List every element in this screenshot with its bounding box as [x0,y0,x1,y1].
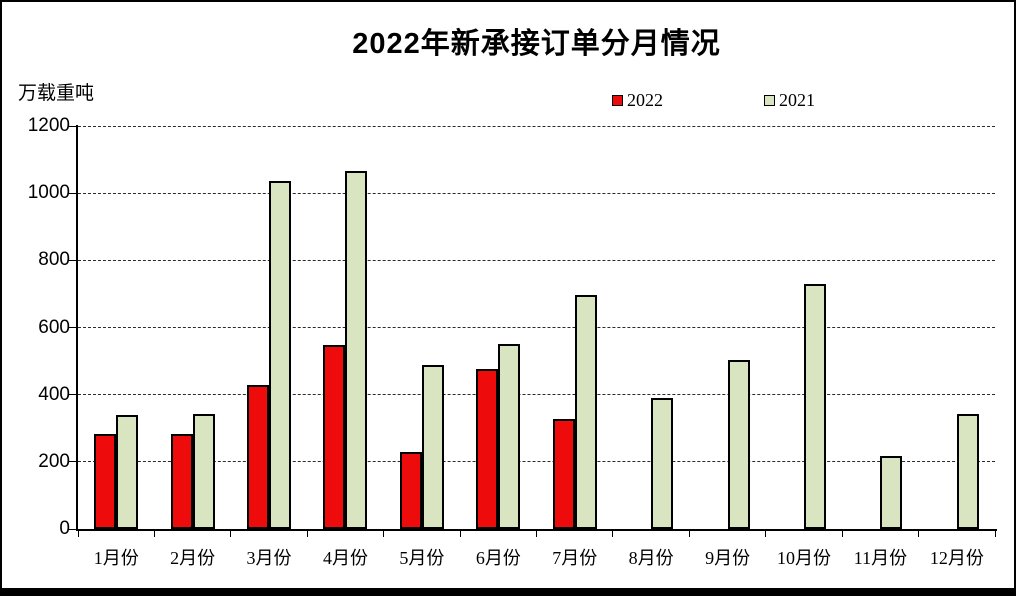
y-tick-label-1200: 1200 [27,115,70,136]
bar-2022-3月份 [247,385,270,529]
x-tick-mark [612,531,614,537]
y-tick-label-400: 400 [38,383,70,405]
x-tick-mark [153,531,155,537]
y-axis-unit-label: 万载重吨 [18,83,95,104]
x-category-label-1: 1月份 [93,548,139,568]
y-tick-mark [68,259,77,261]
x-category-label-8: 8月份 [628,548,674,568]
y-tick-label-0: 0 [59,518,70,539]
gridline-800 [78,259,995,261]
bar-2022-5月份 [399,452,422,529]
bar-2021-11月份 [880,456,903,529]
y-tick-mark [68,461,77,463]
x-category-label-2: 2月份 [170,548,216,568]
x-category-label-12: 12月份 [929,548,984,568]
bar-2022-7月份 [552,419,575,529]
gridline-200 [78,461,995,463]
legend-swatch-2022-icon [612,95,623,106]
bar-2022-4月份 [323,345,346,529]
legend-swatch-2021-icon [764,95,775,106]
x-category-label-5: 5月份 [399,548,445,568]
x-tick-mark [306,531,308,537]
legend-item-2022: 2022 [612,90,663,111]
y-axis-line [76,125,78,531]
x-tick-mark [841,531,843,537]
x-category-label-9: 9月份 [705,548,751,568]
x-tick-mark [383,531,385,537]
x-tick-mark [77,531,79,537]
x-category-label-4: 4月份 [322,548,368,568]
legend-label-2022: 2022 [627,90,663,110]
x-category-label-6: 6月份 [475,548,521,568]
bar-2021-12月份 [956,414,979,529]
x-axis-category-labels: 1月份 2月份 3月份 4月份 5月份 6月份 7月份 8月份 9月份 10月份 11月份 12月份 [78,547,995,571]
x-tick-mark [459,531,461,537]
y-tick-label-600: 600 [38,316,70,338]
bar-2022-6月份 [476,369,499,529]
y-tick-label-1000: 1000 [27,182,70,204]
bar-2022-1月份 [94,433,117,529]
gridline-1200 [78,125,995,127]
bar-2021-8月份 [651,398,674,529]
legend-label-2021: 2021 [779,90,815,110]
y-tick-mark [68,192,77,194]
y-tick-mark [68,528,77,530]
y-tick-mark [68,327,77,328]
bar-2021-1月份 [116,415,139,529]
bar-2021-3月份 [269,181,292,529]
gridline-400 [78,394,995,396]
y-tick-label-200: 200 [38,450,70,472]
bar-2021-10月份 [803,283,826,529]
bar-2021-5月份 [421,364,444,529]
plot-area [68,125,996,537]
y-tick-mark [68,125,77,127]
x-tick-mark [765,531,767,537]
y-tick-mark [68,394,77,396]
x-tick-mark [688,531,690,537]
y-axis-tick-labels: 0 200 400 600 800 1000 1200 [8,2,70,588]
x-category-label-3: 3月份 [246,548,292,568]
bar-2021-7月份 [574,294,597,529]
bar-2021-4月份 [345,171,368,529]
x-axis-line [76,529,997,531]
bar-2021-2月份 [192,413,215,529]
x-tick-mark [230,531,232,537]
chart-title: 2022年新承接订单分月情况 [352,28,721,60]
x-tick-mark [918,531,920,537]
gridline-600 [78,327,995,328]
gridline-1000 [78,192,995,194]
y-tick-label-800: 800 [38,249,70,271]
x-tick-mark [994,531,996,537]
bar-2021-6月份 [498,344,521,529]
bar-2021-9月份 [727,359,750,529]
x-tick-mark [536,531,537,537]
legend-item-2021: 2021 [764,90,815,111]
x-category-label-7: 7月份 [552,548,598,568]
x-category-label-11: 11月份 [853,548,908,568]
bar-2022-2月份 [170,433,193,529]
x-category-label-10: 10月份 [777,548,831,568]
